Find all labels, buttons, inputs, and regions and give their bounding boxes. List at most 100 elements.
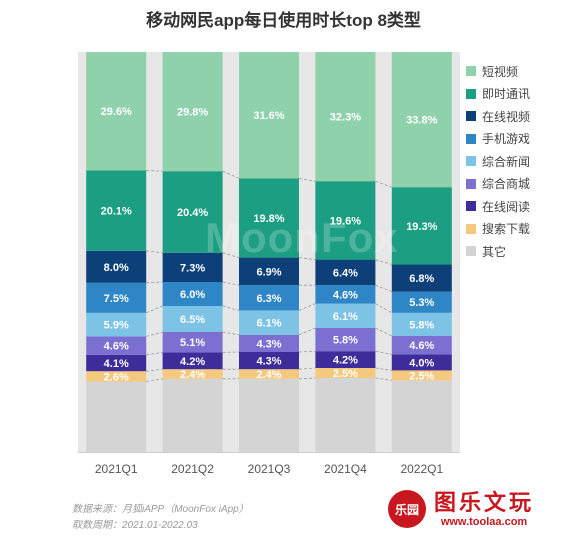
legend: 短视频即时通讯在线视频手机游戏综合新闻综合商城在线阅读搜索下载其它 [466, 60, 530, 263]
data-label: 4.6% [333, 289, 358, 301]
data-label: 4.1% [104, 358, 129, 370]
bar-series-0-2021Q1 [86, 381, 147, 452]
connector-line [146, 170, 163, 172]
connector-line [222, 252, 240, 258]
data-label: 6.9% [256, 266, 281, 278]
data-label: 5.8% [409, 319, 434, 331]
bar-series-2-2021Q1 [86, 354, 147, 372]
bar-series-4-2021Q4 [315, 303, 376, 328]
connector-line [375, 377, 392, 381]
data-label: 20.4% [177, 207, 208, 219]
x-tick-label: 2021Q3 [248, 462, 291, 476]
legend-item: 综合新闻 [466, 150, 530, 173]
bar-series-3-2021Q2 [162, 332, 223, 353]
legend-swatch [466, 133, 476, 144]
legend-item: 在线视频 [466, 105, 530, 128]
legend-item: 搜索下载 [466, 218, 530, 241]
bar-series-7-2021Q2 [162, 171, 223, 253]
legend-item: 手机游戏 [466, 128, 530, 151]
data-label: 2.5% [333, 368, 358, 380]
data-label: 5.8% [333, 335, 358, 347]
brand-seal-icon: 乐园 [388, 490, 426, 528]
legend-swatch [466, 66, 476, 77]
connector-line [298, 303, 316, 311]
legend-label: 在线阅读 [482, 199, 531, 214]
bar-series-8-2021Q2 [162, 52, 223, 172]
bar-series-6-2021Q1 [86, 250, 147, 283]
legend-label: 其它 [482, 244, 507, 259]
legend-swatch [466, 223, 476, 234]
data-label: 19.8% [253, 213, 284, 225]
data-label: 8.0% [104, 262, 129, 274]
connector-line [222, 281, 240, 286]
bar-series-1-2022Q1 [391, 370, 452, 381]
legend-item: 综合商城 [466, 173, 530, 196]
legend-label: 综合新闻 [482, 154, 531, 169]
connector-line [298, 327, 316, 336]
chart-title: 移动网民app每日使用时长top 8类型 [146, 11, 421, 30]
footer: 数据来源：月狐iAPP（MoonFox iApp） 取数周期：2021.01-2… [72, 502, 249, 534]
bar-series-1-2021Q2 [162, 369, 223, 379]
data-label: 7.5% [104, 293, 129, 305]
data-label: 6.0% [180, 289, 205, 301]
data-label: 2.6% [104, 371, 129, 383]
data-label: 6.3% [256, 293, 281, 305]
legend-swatch [466, 246, 476, 257]
bar-series-5-2021Q1 [86, 282, 147, 313]
data-label: 6.1% [333, 311, 358, 323]
x-tick-label: 2021Q2 [171, 462, 214, 476]
bar-series-7-2021Q1 [86, 170, 147, 251]
data-label: 6.1% [256, 318, 281, 330]
connector-line [222, 170, 240, 179]
data-label: 5.1% [180, 337, 205, 349]
legend-item: 在线阅读 [466, 195, 530, 218]
bar-series-0-2021Q4 [315, 378, 376, 452]
bar-series-3-2021Q3 [239, 334, 299, 352]
bar-series-2-2021Q2 [162, 352, 223, 370]
connector-line [375, 367, 392, 371]
legend-label: 在线视频 [482, 109, 531, 124]
connector-line [146, 331, 163, 337]
bar-series-8-2021Q1 [86, 52, 147, 171]
bar-series-6-2021Q4 [315, 259, 376, 286]
bar-series-5-2021Q3 [239, 285, 299, 311]
legend-label: 即时通讯 [482, 87, 531, 102]
connector-line [298, 257, 316, 260]
bar-series-8-2022Q1 [391, 52, 452, 188]
data-label: 19.3% [406, 221, 437, 233]
bar-series-2-2021Q4 [315, 351, 376, 368]
bar-series-0-2021Q2 [162, 378, 223, 452]
connector-line [222, 305, 240, 311]
brand-logo: 乐园 图乐文玩 www.toolaa.com [388, 484, 560, 534]
bar-series-0-2021Q3 [239, 378, 299, 452]
source-note: 数据来源：月狐iAPP（MoonFox iApp） [72, 504, 249, 515]
connector-line [146, 378, 163, 382]
bar-series-4-2022Q1 [391, 312, 452, 336]
data-label: 33.8% [406, 115, 437, 127]
bar-series-3-2022Q1 [391, 336, 452, 355]
connectors-layer [146, 170, 392, 382]
data-label: 4.2% [333, 355, 358, 367]
data-label: 4.0% [409, 357, 434, 369]
data-label: 6.8% [409, 273, 434, 285]
brand-url: www.toolaa.com [440, 515, 528, 528]
data-label: 6.5% [180, 314, 205, 326]
legend-label: 手机游戏 [482, 132, 531, 147]
connector-line [146, 281, 163, 284]
bar-series-1-2021Q1 [86, 371, 147, 382]
data-label: 2.4% [256, 369, 281, 381]
legend-label: 短视频 [482, 64, 519, 79]
x-tick-label: 2021Q4 [324, 462, 367, 476]
data-label: 7.3% [180, 262, 205, 274]
connector-line [222, 331, 240, 336]
legend-label: 搜索下载 [482, 222, 531, 237]
data-label: 32.3% [330, 112, 361, 124]
data-label: 4.6% [104, 341, 129, 353]
x-tick-label: 2022Q1 [400, 462, 443, 476]
data-label: 5.3% [409, 297, 434, 309]
data-label: 19.6% [330, 215, 361, 227]
legend-swatch [466, 178, 476, 189]
legend-label: 综合商城 [482, 177, 531, 192]
data-label: 31.6% [253, 110, 284, 122]
